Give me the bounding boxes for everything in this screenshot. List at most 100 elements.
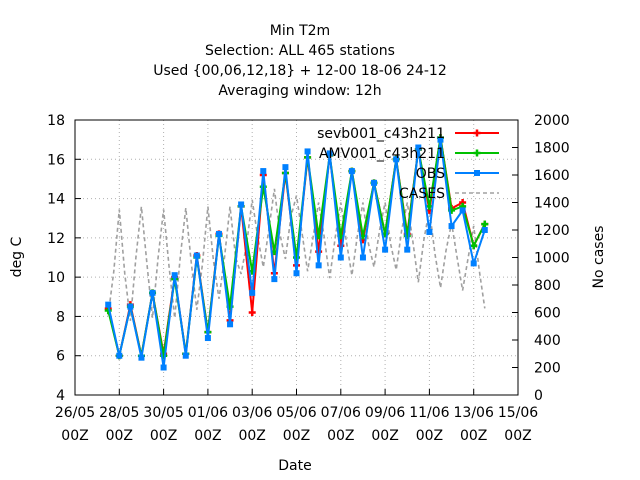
- y-axis-ticks: 4 6 8 10 12 14 16 18: [47, 113, 81, 404]
- x-tick-label-hour: 00Z: [61, 428, 88, 444]
- data-point: [326, 150, 333, 157]
- y2-tick-label: 800: [534, 278, 561, 294]
- data-point: [204, 335, 211, 342]
- x-tick-label-hour: 00Z: [106, 428, 133, 444]
- data-point: [271, 276, 278, 283]
- y2-tick-label: 600: [534, 306, 561, 322]
- x-tick-label-hour: 00Z: [283, 428, 310, 444]
- x-tick-label-hour: 00Z: [327, 428, 354, 444]
- x-tick-label-date: 13/06: [454, 405, 494, 421]
- data-point: [415, 144, 422, 151]
- y-tick-label: 16: [47, 152, 65, 168]
- legend-marker: [473, 129, 481, 137]
- data-point: [138, 354, 145, 361]
- y2-tick-label: 0: [534, 388, 543, 404]
- x-tick-label-date: 28/05: [99, 405, 139, 421]
- data-point: [160, 364, 167, 371]
- data-point: [404, 246, 411, 253]
- y2-tick-label: 1600: [534, 168, 570, 184]
- data-point: [382, 246, 389, 253]
- data-point: [348, 168, 355, 175]
- x-tick-label-date: 11/06: [409, 405, 449, 421]
- data-point: [171, 272, 178, 279]
- legend: sevb001_c43h211 AMV001_c43h211 OBS CASES: [317, 126, 499, 202]
- data-point: [193, 252, 200, 259]
- series-cases: [107, 188, 486, 321]
- y-tick-label: 14: [47, 192, 65, 208]
- y2-tick-label: 1200: [534, 223, 570, 239]
- data-point: [282, 164, 289, 171]
- y2-tick-label: 400: [534, 333, 561, 349]
- data-point: [116, 352, 123, 359]
- data-point: [182, 352, 189, 359]
- data-point: [359, 254, 366, 261]
- data-point: [304, 148, 311, 155]
- x-axis-ticks: 26/05 00Z 28/05 00Z 30/05 00Z 01/06 00Z 03/06 00Z…: [55, 389, 538, 444]
- legend-marker: [474, 170, 480, 176]
- data-point: [260, 168, 267, 175]
- legend-item: AMV001_c43h211: [319, 146, 499, 162]
- data-point: [127, 303, 134, 310]
- y-tick-label: 10: [47, 270, 65, 286]
- series-layer: [104, 134, 489, 371]
- y-tick-label: 4: [56, 388, 65, 404]
- x-tick-label-hour: 00Z: [150, 428, 177, 444]
- legend-label: CASES: [399, 186, 445, 202]
- legend-item: sevb001_c43h211: [317, 126, 499, 142]
- x-tick-label-hour: 00Z: [504, 428, 531, 444]
- y2-tick-label: 200: [534, 361, 561, 377]
- y-tick-label: 18: [47, 113, 65, 129]
- x-tick-label-date: 26/05: [55, 405, 95, 421]
- x-tick-label-date: 30/05: [143, 405, 183, 421]
- data-point: [470, 260, 477, 267]
- chart-subtitle-averaging: Averaging window: 12h: [218, 83, 381, 99]
- x-tick-label-hour: 00Z: [238, 428, 265, 444]
- x-tick-label-hour: 00Z: [371, 428, 398, 444]
- x-tick-label-hour: 00Z: [416, 428, 443, 444]
- y2-axis-label: No cases: [591, 226, 607, 289]
- x-tick-label-date: 03/06: [232, 405, 272, 421]
- data-point: [448, 223, 455, 230]
- series-line: [107, 188, 486, 321]
- y-axis-label: deg C: [9, 236, 25, 277]
- x-axis-label: Date: [278, 458, 311, 474]
- data-point: [215, 230, 222, 237]
- x-tick-label-date: 05/06: [276, 405, 316, 421]
- data-point: [149, 289, 156, 296]
- legend-label: OBS: [416, 166, 445, 182]
- y2-tick-label: 1000: [534, 251, 570, 267]
- chart-subtitle-selection: Selection: ALL 465 stations: [205, 43, 395, 59]
- legend-label: AMV001_c43h211: [319, 146, 445, 162]
- data-point: [249, 289, 256, 296]
- data-point: [481, 227, 488, 233]
- data-point: [238, 201, 245, 208]
- y2-axis-ticks: 0 200 400 600 800 1000 1200 1400 1600 1800 2000: [512, 113, 570, 404]
- data-point: [426, 228, 433, 235]
- chart-title-block: Min T2m Selection: ALL 465 stations Used…: [153, 23, 447, 99]
- legend-marker: [473, 149, 481, 157]
- data-point: [227, 321, 234, 328]
- y-tick-label: 12: [47, 231, 65, 247]
- data-point: [337, 254, 344, 261]
- data-point: [393, 156, 400, 163]
- data-point: [315, 262, 322, 269]
- data-point: [437, 136, 444, 143]
- chart-subtitle-used: Used {00,06,12,18} + 12-00 18-06 24-12: [153, 63, 447, 79]
- y-tick-label: 6: [56, 349, 65, 365]
- y2-tick-label: 1800: [534, 141, 570, 157]
- y-tick-label: 8: [56, 309, 65, 325]
- data-point: [459, 207, 466, 214]
- data-point: [293, 270, 300, 277]
- y2-tick-label: 1400: [534, 196, 570, 212]
- y2-tick-label: 2000: [534, 113, 570, 129]
- legend-label: sevb001_c43h211: [317, 126, 445, 142]
- data-point: [248, 309, 256, 316]
- legend-item: OBS: [416, 166, 499, 182]
- data-point: [371, 179, 378, 186]
- x-tick-label-hour: 00Z: [460, 428, 487, 444]
- data-point: [470, 242, 478, 250]
- data-point: [481, 220, 489, 228]
- x-tick-label-date: 07/06: [321, 405, 361, 421]
- legend-item: CASES: [399, 186, 499, 202]
